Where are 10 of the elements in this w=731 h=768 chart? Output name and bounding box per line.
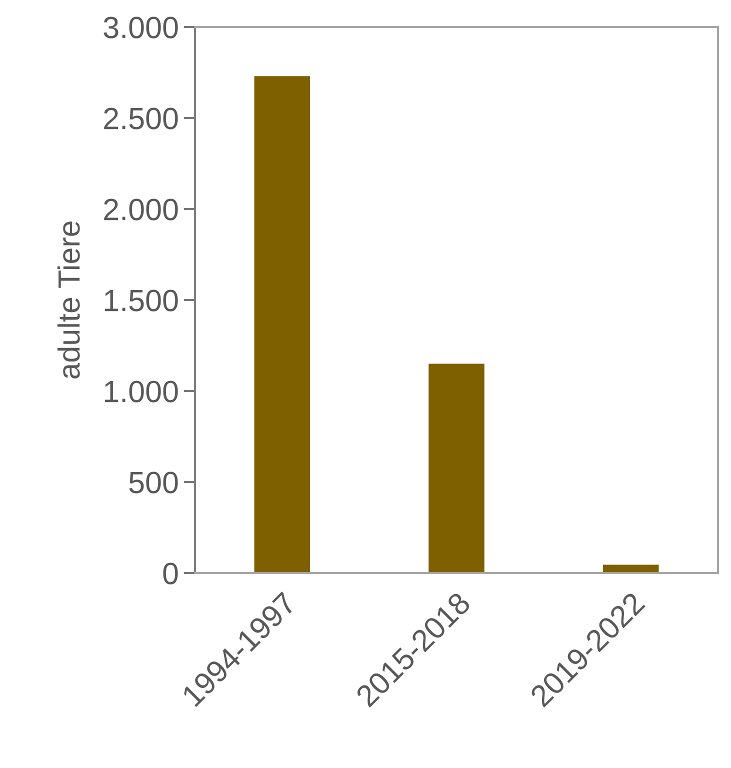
y-tick-label: 2.000 — [104, 198, 178, 220]
y-tick-label: 3.000 — [104, 16, 178, 38]
y-tick-label: 1.500 — [104, 290, 178, 312]
bar — [254, 76, 310, 573]
bar — [428, 364, 484, 573]
y-tick-label: 0 — [163, 562, 178, 584]
y-axis-title: adulte Tiere — [57, 222, 80, 379]
y-tick-label: 2.500 — [104, 108, 178, 130]
y-tick-label: 500 — [129, 472, 178, 494]
y-tick-label: 1.000 — [104, 380, 178, 402]
